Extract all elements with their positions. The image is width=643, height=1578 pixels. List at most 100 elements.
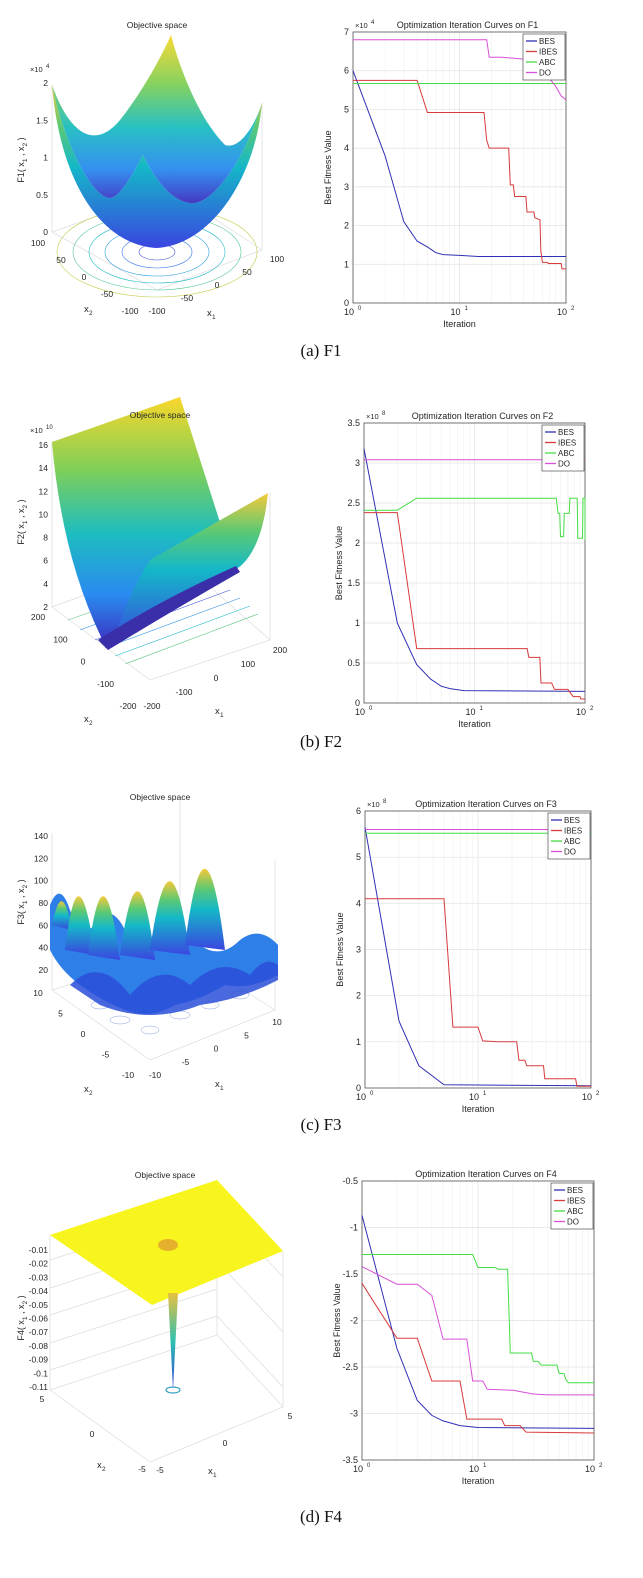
- legend-label: ABC: [567, 1207, 584, 1216]
- x-tick-label: 10: [582, 1092, 592, 1102]
- x-tick-label: 10: [557, 307, 567, 317]
- z-tick-label: 10: [39, 509, 49, 519]
- y-tick-label: 5: [356, 852, 361, 862]
- x1-tick-label: -50: [181, 293, 194, 303]
- x2-tick-label: 100: [53, 634, 67, 644]
- surface-dip: [158, 1239, 178, 1251]
- x2-label: x: [97, 1460, 102, 1471]
- contour-lines: [165, 1386, 181, 1394]
- x2-tick-label: 5: [40, 1394, 45, 1404]
- surface-bowl-front: [52, 85, 262, 248]
- series-line-abc: [364, 497, 586, 540]
- plot-frame: [352, 31, 567, 304]
- z-label-sub2: 2: [22, 504, 29, 508]
- figure-caption: (b) F2: [300, 732, 342, 751]
- y-tick-label: 6: [344, 66, 349, 76]
- z-tick-label: 0: [43, 227, 48, 237]
- y-tick-label: 3: [356, 945, 361, 955]
- x1-tick-label: 200: [273, 645, 287, 655]
- chart-title: Optimization Iteration Curves on F3: [415, 799, 557, 809]
- z-axis-label: F3( x1 , x2 ): [16, 879, 29, 924]
- x1-label: x: [208, 1466, 213, 1477]
- y-tick-label: -1.5: [342, 1269, 358, 1279]
- surface-plot-f3: [50, 800, 278, 1061]
- z-tick-label: 4: [43, 579, 48, 589]
- surface-title: Objective space: [130, 792, 191, 802]
- x-tick-exponent: 1: [483, 1463, 487, 1469]
- surface-plot-f1: [51, 35, 263, 298]
- x2-tick-label: -5: [138, 1464, 146, 1474]
- x1-tick-label: 0: [214, 673, 219, 683]
- surface-title: Objective space: [130, 410, 191, 420]
- surface-spike: [168, 1293, 178, 1390]
- y-axis-label: Best Fitness Value: [323, 130, 333, 204]
- z-tick-label: -0.02: [29, 1259, 49, 1269]
- x-tick-exponent: 1: [480, 706, 484, 712]
- legend-label: IBES: [567, 1197, 585, 1206]
- z-tick-label: 100: [34, 876, 48, 886]
- surface-peak: [52, 901, 72, 930]
- z-tick-label: 14: [39, 463, 49, 473]
- x2-tick-label: 0: [82, 272, 87, 282]
- x-tick-exponent: 1: [465, 306, 469, 312]
- x2-tick-label: 0: [81, 657, 86, 667]
- x-tick-exponent: 2: [590, 706, 594, 712]
- x2-tick-label: -200: [119, 701, 136, 711]
- series-line-ibes: [365, 898, 591, 1087]
- x-axis-label: Iteration: [462, 1476, 495, 1486]
- x-tick-label: 10: [585, 1464, 595, 1474]
- x2-tick-label: -100: [97, 679, 114, 689]
- z-multiplier-exponent: 4: [46, 64, 50, 70]
- x-tick-label: 10: [356, 1092, 366, 1102]
- x-tick-exponent: 0: [370, 1091, 374, 1097]
- z-label-suffix: ): [16, 137, 26, 143]
- chart-title: Optimization Iteration Curves on F2: [412, 411, 554, 421]
- legend-label: IBES: [558, 439, 576, 448]
- z-tick-label: 120: [34, 853, 48, 863]
- y-tick-label: 2: [355, 538, 360, 548]
- surface-valley: [98, 566, 240, 650]
- y-multiplier: ×10: [366, 412, 379, 421]
- z-tick-label: 60: [39, 920, 49, 930]
- x2-tick-label: 100: [31, 238, 45, 248]
- x-tick-exponent: 0: [358, 306, 362, 312]
- series-line-do: [361, 1266, 594, 1396]
- x-tick-exponent: 0: [367, 1463, 371, 1469]
- x2-tick-label: -100: [121, 306, 138, 316]
- y-tick-label: 5: [344, 104, 349, 114]
- y-tick-label: -0.5: [342, 1176, 358, 1186]
- y-tick-label: 4: [356, 898, 361, 908]
- x-axis-label: Iteration: [458, 719, 491, 729]
- legend-label: IBES: [564, 827, 582, 836]
- x-tick-label: 10: [355, 707, 365, 717]
- z-axis-label: F2( x1 , x2 ): [16, 499, 29, 544]
- z-label-prefix: F2( x: [16, 524, 26, 545]
- y-tick-label: 1: [356, 1037, 361, 1047]
- z-tick-label: 140: [34, 831, 48, 841]
- z-tick-label: 40: [39, 943, 49, 953]
- x2-tick-label: 5: [58, 1009, 63, 1019]
- x1-label: x: [207, 308, 212, 319]
- x-axis-label: Iteration: [462, 1104, 495, 1114]
- surface-title: Objective space: [135, 1170, 196, 1180]
- x1-tick-label: 50: [242, 267, 252, 277]
- x1-tick-label: 0: [215, 280, 220, 290]
- x2-tick-label: 200: [31, 612, 45, 622]
- y-tick-label: -3.5: [342, 1455, 358, 1465]
- x2-tick-label: -50: [101, 289, 114, 299]
- x1-label-subscript: 1: [212, 314, 216, 321]
- x1-tick-label: 100: [270, 254, 284, 264]
- series-line-ibes: [364, 512, 585, 700]
- x1-label: x: [215, 706, 220, 717]
- surface-peak: [185, 868, 225, 950]
- series-line-ibes: [353, 79, 566, 270]
- series-line-bes: [352, 70, 566, 257]
- y-tick-label: -1: [350, 1223, 358, 1233]
- figure-caption: (d) F4: [300, 1507, 343, 1526]
- x1-tick-label: -5: [182, 1057, 190, 1067]
- x-tick-label: 10: [469, 1092, 479, 1102]
- series-line-abc: [362, 1254, 594, 1384]
